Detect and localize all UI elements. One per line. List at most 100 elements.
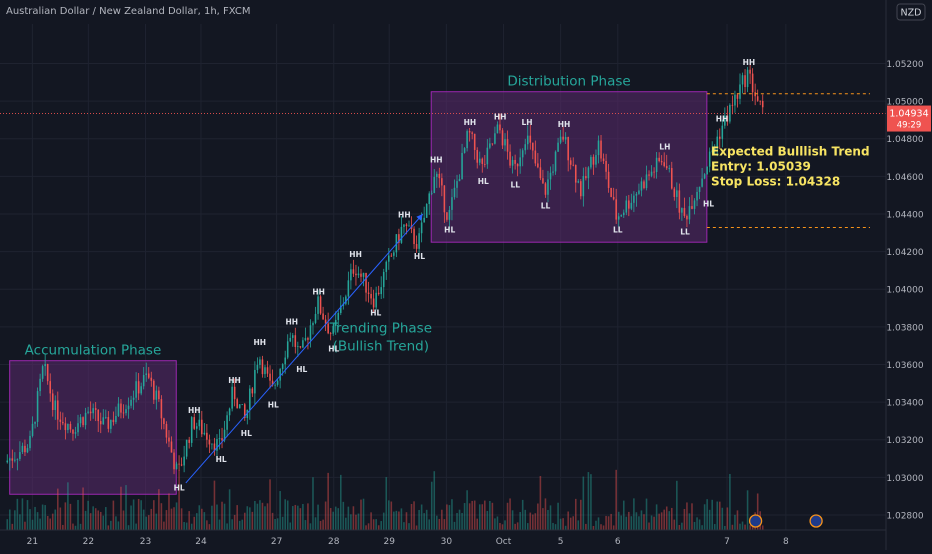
volume-bar <box>491 502 494 530</box>
candle-body <box>696 191 698 201</box>
volume-bar <box>633 498 635 530</box>
candle-body <box>180 464 183 466</box>
volume-bar <box>334 506 337 530</box>
volume-bar <box>271 512 274 530</box>
candle-body <box>345 296 347 304</box>
candle-body <box>39 378 41 392</box>
volume-bar <box>620 515 623 530</box>
candle-body <box>638 190 640 194</box>
candle-body <box>532 142 534 151</box>
volume-bar <box>595 520 597 530</box>
x-tick-label: 7 <box>724 537 730 547</box>
swing-label: HH <box>464 118 477 127</box>
candle-body <box>678 190 681 213</box>
volume-bar <box>317 504 319 530</box>
volume-bar <box>198 505 201 530</box>
volume-bar <box>84 510 87 530</box>
volume-bar <box>506 502 509 530</box>
currency-selector[interactable] <box>896 3 926 21</box>
volume-bar <box>375 519 377 530</box>
volume-bar <box>291 506 294 530</box>
candle-body <box>751 73 754 93</box>
candle-body <box>74 432 77 434</box>
volume-bar <box>206 520 208 530</box>
candle-body <box>466 131 468 149</box>
candle-body <box>683 208 686 216</box>
candle-body <box>446 212 448 220</box>
volume-bar <box>365 525 367 530</box>
candle-body <box>458 179 461 182</box>
volume-bar <box>163 521 165 530</box>
volume-bars <box>6 469 764 530</box>
candle-body <box>223 429 226 441</box>
volume-bar <box>276 518 279 530</box>
candle-body <box>150 377 153 381</box>
candle-body <box>175 463 178 470</box>
candle-body <box>304 338 307 341</box>
candle-body <box>580 181 582 197</box>
candle-body <box>443 185 446 213</box>
candle-body <box>72 429 74 434</box>
volume-bar <box>372 519 375 530</box>
candle-body <box>97 409 100 422</box>
volume-bar <box>160 503 163 530</box>
candle-body <box>569 160 572 165</box>
swing-label: HH <box>188 406 201 415</box>
candle-body <box>67 423 69 431</box>
volume-bar <box>668 511 671 530</box>
volume-bar <box>137 498 140 530</box>
candle-body <box>82 417 84 426</box>
candle-body <box>29 435 31 449</box>
volume-bar <box>302 503 304 530</box>
volume-bar <box>716 501 719 530</box>
candle-body <box>756 96 759 101</box>
volume-bar <box>739 523 741 530</box>
volume-bar <box>218 519 221 530</box>
candle-body <box>117 403 120 416</box>
candle-body <box>372 298 375 308</box>
volume-bar <box>463 503 466 530</box>
candle-body <box>185 439 188 457</box>
candle-body <box>317 296 319 314</box>
candle-body <box>577 181 580 183</box>
candle-body <box>16 458 19 460</box>
candle-body <box>360 273 362 277</box>
volume-bar <box>127 525 130 530</box>
volume-bar <box>615 469 617 530</box>
candle-body <box>597 140 600 156</box>
volume-bar <box>698 519 701 530</box>
volume-bar <box>49 518 51 530</box>
candle-body <box>529 135 532 143</box>
candle-body <box>420 222 423 234</box>
candle-body <box>46 364 49 382</box>
volume-bar <box>489 500 491 530</box>
trade-plan-line: Entry: 1.05039 <box>711 160 811 174</box>
volume-bar <box>269 479 271 530</box>
volume-bar <box>413 501 415 530</box>
volume-bar <box>670 507 673 530</box>
volume-bar <box>24 521 26 530</box>
candle-body <box>79 417 82 424</box>
volume-bar <box>203 512 206 530</box>
swing-label: HH <box>494 112 507 121</box>
volume-bar <box>89 513 92 530</box>
x-tick-label: 22 <box>83 537 94 547</box>
volume-bar <box>264 506 266 530</box>
trade-plan-line: Expected Bulllish Trend <box>711 145 869 159</box>
volume-bar <box>385 477 388 530</box>
candle-body <box>299 346 302 348</box>
candle-body <box>44 364 46 367</box>
volume-bar <box>542 508 544 530</box>
candle-body <box>633 195 635 203</box>
candle-body <box>87 411 89 413</box>
candle-body <box>243 404 246 419</box>
candle-body <box>198 419 201 427</box>
volume-bar <box>403 522 405 530</box>
candle-body <box>514 160 516 164</box>
volume-bar <box>673 519 676 530</box>
volume-bar <box>380 521 382 530</box>
candle-body <box>347 280 350 297</box>
candle-body <box>701 178 703 187</box>
